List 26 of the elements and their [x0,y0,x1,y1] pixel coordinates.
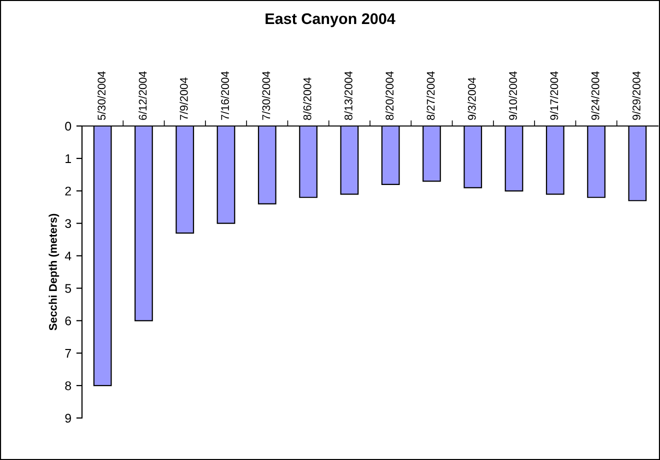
y-tick-label: 9 [65,414,71,423]
y-tick-label: 5 [65,284,72,293]
chart-title: East Canyon 2004 [266,13,396,28]
y-tick-label: 0 [65,122,72,131]
x-tick-label: 9/10/2004 [508,71,517,120]
y-tick-label: 2 [65,186,71,196]
x-tick-label: 7/30/2004 [262,71,270,120]
x-tick-label: 9/3/2004 [468,78,476,120]
x-tick-label: 8/6/2004 [303,78,312,120]
y-tick-label: 8 [65,381,72,390]
x-tick-label: 9/24/2004 [591,71,600,120]
x-tick-label: 8/20/2004 [385,71,394,120]
y-tick-label: 1 [66,154,71,163]
y-axis-title: Secchi Depth (meters) [48,214,60,330]
x-tick-label: 7/16/2004 [220,71,229,120]
x-tick-label: 7/9/2004 [180,78,188,120]
x-tick-label: 9/29/2004 [632,71,640,120]
x-tick-label: 9/17/2004 [550,71,558,120]
x-tick-label: 8/13/2004 [344,71,352,120]
x-tick-label: 8/27/2004 [426,71,435,120]
x-tick-label: 5/30/2004 [97,71,106,120]
x-tick-label: 6/12/2004 [138,71,147,120]
y-tick-label: 3 [65,219,72,228]
y-tick-label: 4 [64,252,72,260]
y-tick-label: 6 [65,316,72,326]
y-tick-label: 7 [65,349,71,358]
